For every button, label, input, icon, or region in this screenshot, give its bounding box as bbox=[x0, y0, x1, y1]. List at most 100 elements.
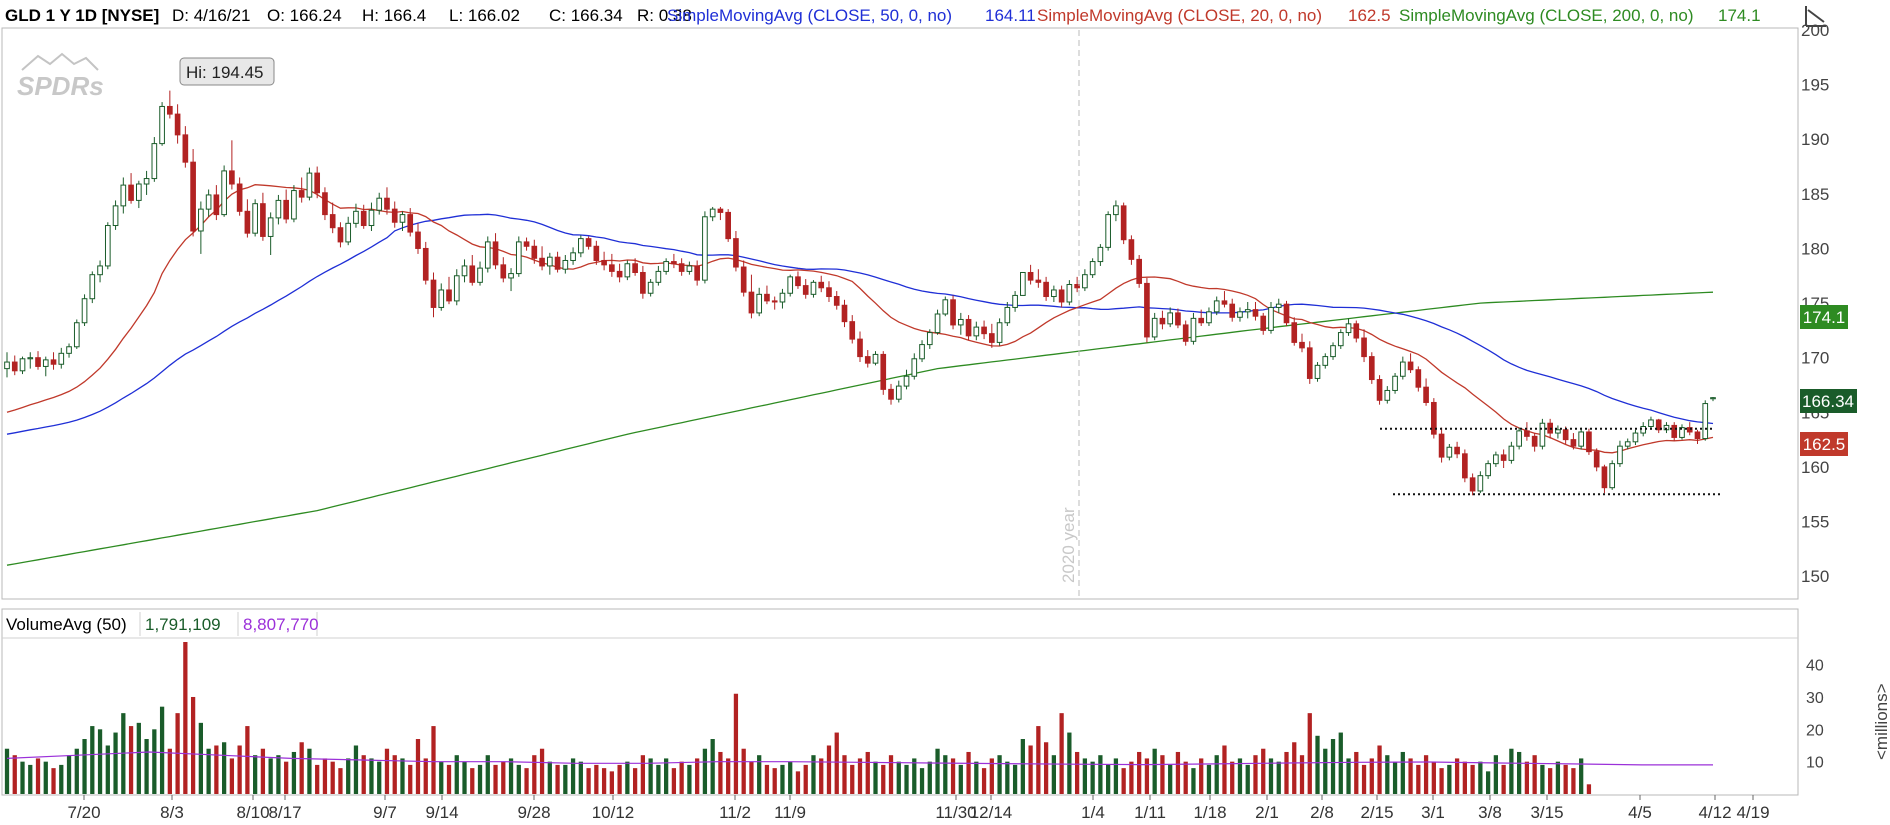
spdr-logo: SPDRs bbox=[17, 52, 104, 101]
volume-bar bbox=[958, 764, 963, 794]
candle-body bbox=[957, 318, 964, 326]
volume-bar bbox=[183, 642, 188, 794]
volume-bar bbox=[803, 764, 808, 794]
volume-bar bbox=[943, 755, 948, 794]
volume-bar bbox=[1493, 755, 1499, 794]
volume-bar bbox=[1377, 745, 1382, 794]
volume-bar bbox=[408, 764, 413, 794]
drawing-tool-icon[interactable] bbox=[1800, 2, 1832, 28]
date-label: 1/4 bbox=[1081, 803, 1105, 822]
candle-body bbox=[1555, 429, 1561, 434]
volume-bar bbox=[1222, 745, 1227, 794]
volume-average-path bbox=[6, 751, 1713, 766]
volume-bar bbox=[1230, 761, 1235, 794]
candle-body bbox=[934, 313, 941, 334]
volume-bar bbox=[97, 729, 103, 794]
volume-bar bbox=[695, 758, 700, 794]
candle-body bbox=[275, 199, 282, 219]
volume-bar bbox=[1315, 735, 1320, 794]
candle-body bbox=[306, 172, 313, 198]
candle-body bbox=[585, 238, 592, 247]
candle-body bbox=[1004, 306, 1011, 324]
candle-body bbox=[322, 192, 328, 216]
volume-bar bbox=[819, 758, 824, 794]
volume-bar bbox=[757, 755, 762, 794]
volume-bar bbox=[1168, 764, 1173, 794]
hi-label-text: Hi: 194.45 bbox=[186, 63, 264, 82]
candle-body bbox=[1508, 445, 1515, 461]
price-tick-label: 160 bbox=[1801, 458, 1829, 477]
candle-body bbox=[112, 205, 119, 227]
candle-body bbox=[58, 352, 65, 365]
volume-bar bbox=[904, 764, 909, 794]
volume-bar bbox=[1199, 758, 1204, 794]
volume-bar bbox=[20, 761, 25, 794]
candle-body bbox=[1237, 311, 1243, 318]
candle-body bbox=[880, 353, 887, 390]
candle-body bbox=[120, 184, 127, 207]
candle-body bbox=[523, 241, 530, 247]
candle-body bbox=[764, 293, 770, 302]
candle-body bbox=[989, 333, 995, 343]
volume-bar bbox=[1400, 751, 1405, 794]
candle-body bbox=[655, 270, 662, 283]
volume-bar bbox=[1067, 732, 1072, 794]
volume-bar bbox=[1423, 755, 1429, 794]
candle-body bbox=[872, 353, 879, 364]
candle-body bbox=[407, 214, 414, 233]
volume-bar bbox=[90, 726, 95, 794]
candle-body bbox=[1128, 239, 1135, 260]
volume-bar bbox=[501, 761, 506, 794]
candle-body bbox=[167, 105, 173, 115]
candle-body bbox=[1089, 261, 1096, 276]
volume-bar bbox=[764, 764, 770, 794]
date-label: 8/17 bbox=[268, 803, 301, 822]
volume-tick-label: 40 bbox=[1806, 658, 1824, 675]
volume-bar bbox=[1354, 751, 1359, 794]
volume-bar bbox=[1237, 758, 1243, 794]
volume-bar bbox=[640, 755, 646, 794]
candle-body bbox=[1663, 424, 1670, 431]
candle-body bbox=[826, 287, 832, 298]
volume-bar bbox=[198, 722, 203, 794]
volume-bar bbox=[1346, 758, 1351, 794]
price-panel bbox=[1, 27, 1799, 600]
volume-bar bbox=[687, 764, 692, 794]
volume-bar bbox=[850, 764, 855, 794]
volume-bar bbox=[1524, 761, 1530, 794]
volume-bar bbox=[400, 758, 405, 794]
volume-bar bbox=[470, 768, 475, 794]
volume-axis-label: <millions> bbox=[1872, 683, 1890, 760]
candle-body bbox=[128, 184, 134, 201]
candle-body bbox=[1384, 389, 1391, 401]
candle-body bbox=[857, 338, 863, 358]
candle-body bbox=[399, 214, 406, 223]
date-label: 11/30 bbox=[935, 803, 976, 822]
volume-bar bbox=[28, 764, 33, 794]
candle-body bbox=[554, 256, 561, 270]
volume-bar bbox=[346, 758, 351, 794]
volume-bar bbox=[268, 758, 273, 794]
volume-bar bbox=[625, 761, 630, 794]
candle-body bbox=[1485, 463, 1491, 477]
candle-body bbox=[1198, 317, 1205, 324]
candle-body bbox=[671, 261, 677, 265]
date-label: 9/14 bbox=[425, 803, 458, 822]
volume-bar bbox=[1183, 761, 1188, 794]
candle-body bbox=[1648, 419, 1654, 428]
volume-bar bbox=[284, 761, 289, 794]
volume-bar bbox=[128, 726, 134, 794]
candle-body bbox=[136, 183, 142, 201]
volume-bar bbox=[493, 764, 498, 794]
volume-bar bbox=[648, 758, 653, 794]
volume-bar bbox=[74, 748, 79, 794]
candle-body bbox=[725, 211, 731, 240]
volume-bar bbox=[881, 764, 886, 794]
volume-bar bbox=[1299, 755, 1305, 794]
candle-body bbox=[647, 281, 654, 294]
candle-body bbox=[1097, 246, 1104, 263]
volume-bar bbox=[1361, 764, 1367, 794]
volume-value: 1,791,109 bbox=[145, 615, 221, 634]
volume-bar bbox=[291, 751, 297, 794]
